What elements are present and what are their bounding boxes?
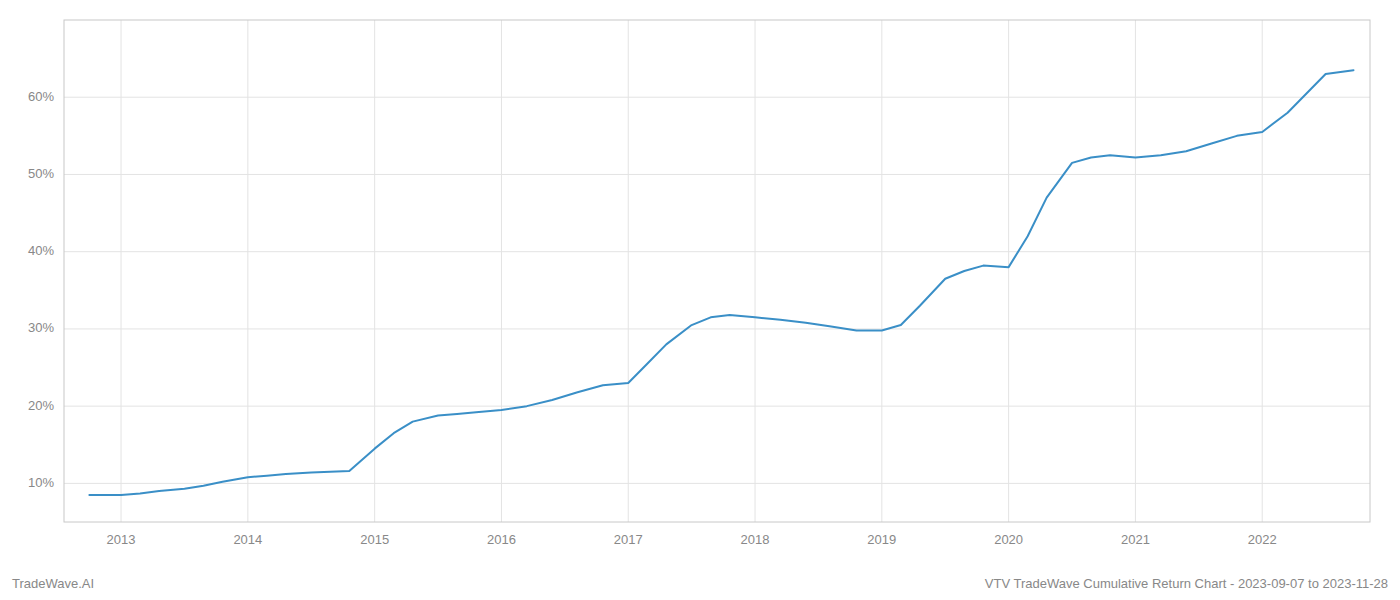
x-tick-label: 2017 [614, 532, 643, 547]
y-tick-label: 20% [28, 398, 54, 413]
x-grid-line [247, 20, 248, 522]
x-grid-line [1008, 20, 1009, 522]
y-grid-line [64, 328, 1370, 329]
x-grid-line [755, 20, 756, 522]
plot-frame [64, 20, 1370, 522]
series-group [89, 70, 1353, 495]
x-grid-line [121, 20, 122, 522]
x-tick-label: 2013 [107, 532, 136, 547]
y-tick-label: 60% [28, 89, 54, 104]
x-grid-line [628, 20, 629, 522]
x-tick-label: 2019 [867, 532, 896, 547]
x-tick-label: 2014 [233, 532, 262, 547]
x-tick-label: 2018 [741, 532, 770, 547]
x-grid-line [501, 20, 502, 522]
chart: 10% 20% 30% 40% 50% 60% 2013 2014 2015 2016 2017 20… [0, 0, 1400, 600]
footer-text: VTV TradeWave Cumulative Return Chart - … [985, 576, 1388, 591]
x-tick-label: 2016 [487, 532, 516, 547]
y-tick-label: 10% [28, 475, 54, 490]
y-grid-line [64, 174, 1370, 175]
footer-text: TradeWave.AI [12, 576, 94, 591]
x-tick-label: 2020 [994, 532, 1023, 547]
y-grid-line [64, 406, 1370, 407]
x-tick-label: 2021 [1121, 532, 1150, 547]
line [89, 70, 1353, 495]
x-tick-label: 2015 [360, 532, 389, 547]
y-grid-line [64, 97, 1370, 98]
x-grid-line [1262, 20, 1263, 522]
x-grid-line [374, 20, 375, 522]
x-grid-line [881, 20, 882, 522]
x-grid-line [1135, 20, 1136, 522]
grid [64, 20, 1370, 522]
y-tick-label: 40% [28, 243, 54, 258]
x-tick-label: 2022 [1248, 532, 1277, 547]
y-grid-line [64, 483, 1370, 484]
y-grid-line [64, 251, 1370, 252]
y-tick-label: 30% [28, 320, 54, 335]
y-tick-label: 50% [28, 166, 54, 181]
